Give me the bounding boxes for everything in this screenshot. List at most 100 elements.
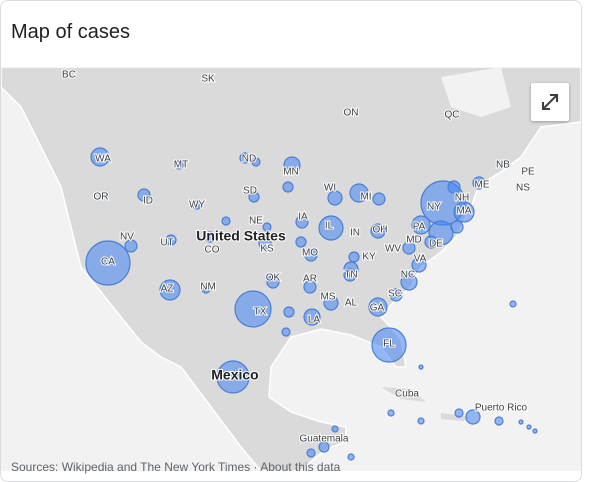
- place-label: WI: [324, 183, 336, 194]
- place-label: AL: [345, 298, 358, 309]
- case-bubble: [306, 448, 316, 458]
- case-bubble: [90, 147, 110, 167]
- place-label: UT: [160, 238, 173, 249]
- case-bubble: [424, 235, 438, 249]
- place-label: Mexico: [211, 367, 258, 383]
- bubbles: [85, 147, 538, 461]
- place-label: OK: [266, 273, 281, 284]
- case-bubble: [304, 248, 318, 262]
- place-label: WY: [189, 200, 205, 211]
- place-label: DE: [429, 239, 443, 250]
- place-label: WA: [95, 154, 111, 165]
- case-bubble: [283, 306, 295, 318]
- case-bubble: [526, 424, 532, 430]
- case-bubble: [349, 183, 369, 203]
- place-label: MT: [174, 160, 188, 171]
- place-label: FL: [383, 339, 395, 350]
- case-bubble: [201, 284, 211, 294]
- place-label: NV: [120, 232, 134, 243]
- case-bubble: [323, 295, 339, 311]
- case-bubble: [281, 327, 291, 337]
- case-bubble: [370, 223, 386, 239]
- case-bubble: [303, 280, 317, 294]
- place-label: OH: [373, 225, 388, 236]
- place-label: QC: [445, 110, 460, 121]
- expand-icon: [542, 94, 558, 110]
- case-bubble: [450, 220, 464, 234]
- place-label: MN: [283, 167, 299, 178]
- case-bubble: [137, 188, 151, 202]
- case-bubble: [447, 180, 461, 194]
- place-label: ME: [475, 180, 490, 191]
- case-bubble: [159, 279, 181, 301]
- place-label: PA: [413, 222, 426, 233]
- place-label: Puerto Rico: [475, 403, 528, 414]
- place-label: PE: [521, 167, 535, 178]
- map[interactable]: BC SK ON QC NB PE NS ME WA MT ND MN OR ID WY SD WI MI NY NH…: [1, 67, 581, 471]
- case-bubble: [532, 428, 538, 434]
- case-bubble: [400, 273, 418, 291]
- card-title: Map of cases: [11, 21, 130, 43]
- labels: BC SK ON QC NB PE NS ME WA MT ND MN OR ID WY SD WI MI NY NH…: [61, 69, 536, 446]
- card: Map of cases BC SK ON QC NB PE NS ME WA MT ND MN OR I…: [0, 0, 582, 482]
- place-label: MI: [360, 192, 371, 203]
- case-bubble: [327, 190, 343, 206]
- place-label: NY: [427, 202, 441, 213]
- case-bubble: [454, 408, 464, 418]
- case-bubble: [318, 215, 344, 241]
- case-bubble: [216, 360, 250, 394]
- case-bubble: [331, 425, 339, 433]
- case-bubble: [258, 236, 272, 250]
- place-label: MA: [457, 206, 472, 217]
- case-bubble: [417, 417, 425, 425]
- place-label: AR: [303, 274, 317, 285]
- case-bubble: [204, 231, 216, 243]
- place-label: GA: [370, 303, 385, 314]
- place-label: NE: [249, 216, 263, 227]
- case-bubble: [266, 275, 280, 289]
- case-bubble: [472, 176, 486, 190]
- case-bubble: [303, 308, 321, 326]
- case-bubble: [282, 181, 294, 193]
- place-label: IL: [325, 221, 334, 232]
- place-label: NS: [516, 183, 530, 194]
- case-bubble: [239, 152, 251, 164]
- place-label: NM: [200, 282, 216, 293]
- case-bubble: [343, 268, 357, 282]
- case-bubble: [372, 192, 386, 206]
- place-label: KS: [260, 244, 274, 255]
- place-label: SK: [201, 74, 215, 85]
- place-label: NC: [401, 270, 415, 281]
- place-label: Guatemala: [300, 434, 349, 445]
- case-bubble: [174, 160, 184, 170]
- case-bubble: [295, 236, 307, 248]
- place-label: IN: [350, 228, 360, 239]
- case-bubble: [85, 240, 131, 286]
- place-label: MD: [406, 235, 422, 246]
- place-label: MO: [302, 248, 318, 259]
- place-label: CA: [101, 257, 115, 268]
- place-label: United States: [196, 228, 286, 244]
- case-bubble: [221, 216, 231, 226]
- case-bubble: [368, 297, 388, 317]
- case-bubble: [453, 201, 475, 223]
- case-bubble: [509, 300, 517, 308]
- islands: [381, 387, 471, 421]
- place-label: VA: [414, 254, 427, 265]
- case-bubble: [262, 222, 272, 232]
- case-bubble: [371, 327, 407, 363]
- place-label: NB: [496, 160, 510, 171]
- place-label: BC: [62, 70, 76, 81]
- case-bubble: [234, 290, 272, 328]
- case-bubble: [418, 364, 424, 370]
- place-label: IA: [298, 212, 308, 223]
- case-bubble: [389, 288, 403, 302]
- case-bubble: [295, 215, 309, 229]
- place-label: Cuba: [395, 389, 419, 400]
- page: {"header": {"title": "Map of cases"}, "m…: [0, 0, 582, 482]
- place-label: TX: [254, 307, 267, 318]
- case-bubble: [494, 416, 504, 426]
- place-label: CO: [205, 245, 220, 256]
- place-label: ON: [344, 108, 359, 119]
- expand-button[interactable]: [531, 83, 569, 121]
